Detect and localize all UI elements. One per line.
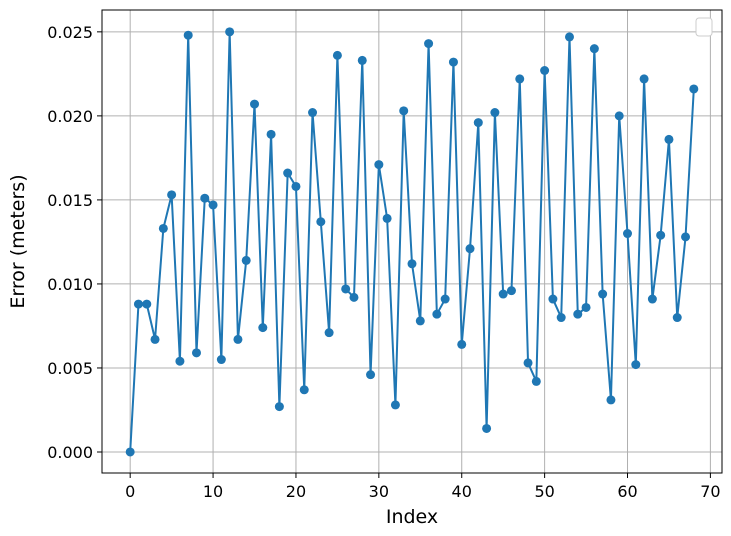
y-axis-label: Error (meters) bbox=[7, 174, 29, 308]
x-tick-label: 30 bbox=[369, 482, 389, 501]
data-point bbox=[324, 328, 334, 338]
data-point bbox=[142, 299, 152, 309]
data-point bbox=[573, 309, 583, 319]
data-point bbox=[623, 229, 633, 239]
y-tick-label: 0.005 bbox=[47, 359, 93, 378]
data-point bbox=[158, 223, 168, 233]
data-point bbox=[349, 292, 359, 302]
data-point bbox=[208, 200, 218, 210]
data-point bbox=[183, 30, 193, 40]
data-point bbox=[225, 27, 235, 37]
data-point bbox=[589, 44, 599, 54]
data-point bbox=[299, 385, 309, 395]
data-point bbox=[316, 217, 326, 227]
data-point bbox=[631, 360, 641, 370]
data-point bbox=[308, 108, 318, 118]
data-point bbox=[341, 284, 351, 294]
data-point bbox=[133, 299, 143, 309]
data-point bbox=[191, 348, 201, 358]
error-series-line bbox=[129, 30, 695, 453]
y-tick-label: 0.020 bbox=[47, 107, 93, 126]
x-tick-label: 50 bbox=[534, 482, 554, 501]
data-point bbox=[515, 74, 525, 84]
data-point bbox=[448, 57, 458, 67]
data-point bbox=[424, 39, 434, 49]
x-tick-label: 70 bbox=[700, 482, 720, 501]
data-point bbox=[647, 294, 657, 304]
data-point bbox=[482, 423, 492, 433]
data-point bbox=[390, 400, 400, 410]
data-point bbox=[125, 447, 135, 457]
x-axis-ticks: 0 10 20 30 40 50 60 70 bbox=[125, 473, 721, 501]
data-point bbox=[283, 168, 293, 178]
data-point bbox=[415, 316, 425, 326]
data-point bbox=[564, 32, 574, 42]
data-point bbox=[614, 111, 624, 121]
y-tick-label: 0.010 bbox=[47, 275, 93, 294]
data-point bbox=[357, 55, 367, 65]
data-point bbox=[399, 106, 409, 116]
data-point bbox=[523, 358, 533, 368]
data-point bbox=[216, 355, 226, 365]
data-point bbox=[672, 313, 682, 323]
data-point bbox=[506, 286, 516, 296]
y-tick-label: 0.000 bbox=[47, 443, 93, 462]
plot-frame bbox=[101, 9, 723, 474]
x-tick-label: 10 bbox=[203, 482, 223, 501]
data-point bbox=[490, 108, 500, 118]
data-point bbox=[274, 402, 284, 412]
data-point bbox=[465, 244, 475, 254]
data-point bbox=[540, 66, 550, 76]
data-point bbox=[150, 334, 160, 344]
x-tick-label: 0 bbox=[125, 482, 135, 501]
data-point bbox=[457, 339, 467, 349]
data-point bbox=[407, 259, 417, 269]
data-point bbox=[598, 289, 608, 299]
x-tick-label: 20 bbox=[286, 482, 306, 501]
data-point bbox=[366, 370, 376, 380]
y-tick-label: 0.025 bbox=[47, 23, 93, 42]
data-point bbox=[531, 376, 541, 386]
data-point bbox=[233, 334, 243, 344]
data-point bbox=[250, 99, 260, 109]
legend-box bbox=[695, 17, 713, 37]
data-point bbox=[374, 160, 384, 170]
data-point bbox=[440, 294, 450, 304]
x-axis-label: Index bbox=[386, 506, 438, 528]
data-point bbox=[639, 74, 649, 84]
x-tick-label: 60 bbox=[617, 482, 637, 501]
data-point bbox=[656, 230, 666, 240]
data-point bbox=[606, 395, 616, 405]
data-point bbox=[556, 313, 566, 323]
data-point bbox=[241, 255, 251, 265]
data-point bbox=[332, 50, 342, 60]
data-point bbox=[473, 118, 483, 128]
data-point bbox=[200, 193, 210, 203]
data-point bbox=[664, 134, 674, 144]
data-point bbox=[548, 294, 558, 304]
data-point bbox=[266, 129, 276, 139]
data-point bbox=[382, 213, 392, 223]
data-markers bbox=[125, 27, 699, 457]
data-point bbox=[258, 323, 268, 333]
data-point bbox=[498, 289, 508, 299]
data-point bbox=[432, 309, 442, 319]
y-axis-ticks: 0.000 0.005 0.010 0.015 0.020 0.025 bbox=[47, 23, 102, 462]
data-point bbox=[681, 232, 691, 242]
y-tick-label: 0.015 bbox=[47, 191, 93, 210]
data-point bbox=[581, 302, 591, 312]
data-point bbox=[291, 181, 301, 191]
data-point bbox=[167, 190, 177, 200]
data-point bbox=[689, 84, 699, 94]
data-point bbox=[175, 356, 185, 366]
data-series bbox=[129, 30, 695, 453]
x-tick-label: 40 bbox=[452, 482, 472, 501]
